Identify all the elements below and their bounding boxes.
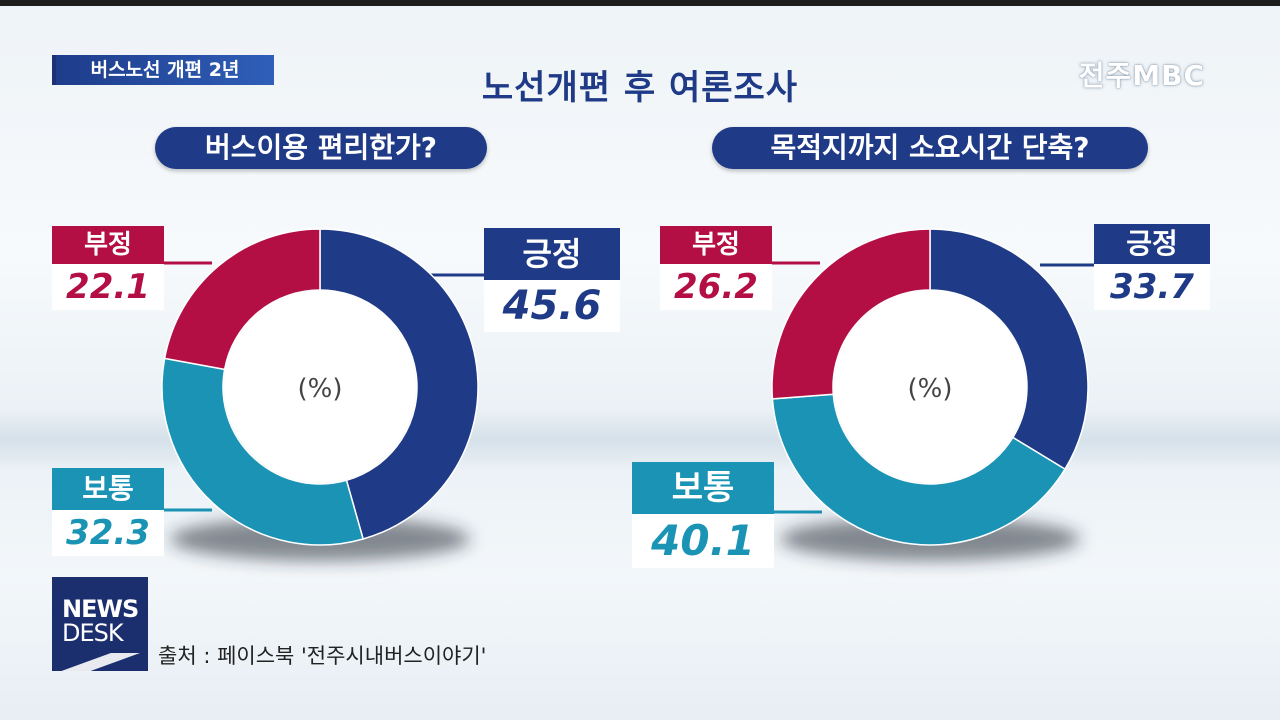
chart1-negative-label: 부정 bbox=[52, 226, 164, 264]
segment-tag: 버스노선 개편 2년 bbox=[52, 55, 274, 85]
chart2-normal-value: 40.1 bbox=[632, 514, 774, 568]
chart2-slice-normal bbox=[771, 393, 1067, 546]
newsdesk-badge: NEWS DESK bbox=[52, 577, 148, 671]
chart1-title: 버스이용 편리한가? bbox=[155, 127, 487, 169]
chart2-negative-value: 26.2 bbox=[660, 264, 772, 310]
chart2-negative-label: 부정 bbox=[660, 226, 772, 264]
top-bar bbox=[0, 0, 1280, 6]
chart1-slice-normal bbox=[161, 357, 365, 546]
chart1-donut-hole bbox=[224, 291, 416, 483]
newsdesk-stripe bbox=[52, 653, 148, 671]
chart2-center-label: (%) bbox=[908, 374, 953, 404]
chart1-center-label: (%) bbox=[298, 374, 343, 404]
chart2-positive-value: 33.7 bbox=[1094, 264, 1210, 310]
chart2-positive-label: 긍정 bbox=[1094, 224, 1210, 264]
chart1-slice-positive bbox=[319, 228, 479, 540]
chart2-title: 목적지까지 소요시간 단축? bbox=[712, 127, 1148, 169]
chart2-donut: (%) bbox=[771, 228, 1094, 561]
chart2-slice-negative bbox=[771, 228, 931, 400]
chart2-donut-hole bbox=[834, 291, 1026, 483]
chart1-donut: (%) bbox=[161, 228, 484, 561]
broadcaster-logo: 전주MBC bbox=[1078, 59, 1205, 92]
chart1-positive-label: 긍정 bbox=[484, 228, 620, 280]
source-caption: 출처 : 페이스북 '전주시내버스이야기' bbox=[158, 644, 487, 668]
chart1-normal-value: 32.3 bbox=[52, 510, 164, 556]
chart2-normal-label: 보통 bbox=[632, 462, 774, 514]
chart1-negative-value: 22.1 bbox=[52, 264, 164, 310]
chart1-positive-value: 45.6 bbox=[484, 280, 620, 332]
chart1-slice-negative bbox=[163, 228, 321, 371]
page-title: 노선개편 후 여론조사 bbox=[481, 68, 799, 108]
chart1-normal-label: 보통 bbox=[52, 468, 164, 510]
newsdesk-line2: DESK bbox=[62, 619, 124, 647]
chart2-slice-positive bbox=[929, 228, 1089, 471]
newsdesk-line1: NEWS bbox=[62, 595, 139, 623]
